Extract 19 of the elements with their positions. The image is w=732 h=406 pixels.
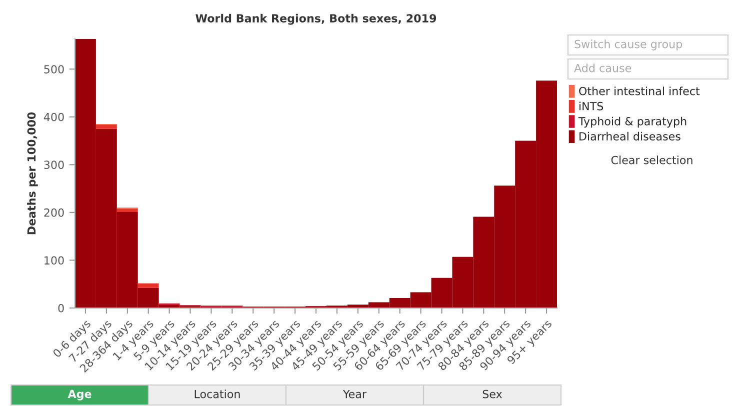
chart-title: World Bank Regions, Both sexes, 2019 xyxy=(196,14,436,25)
legend-label: Diarrheal diseases xyxy=(580,132,680,141)
y-tick-label: 0 xyxy=(58,304,64,312)
legend-label: Other intestinal infect xyxy=(579,86,700,96)
text: Year xyxy=(342,390,367,398)
text: Add cause xyxy=(574,64,632,72)
y-tick-label: 500 xyxy=(44,65,64,74)
text: Clear selection xyxy=(611,156,692,164)
y-tick-label: 400 xyxy=(44,112,64,122)
y-tick-label: 100 xyxy=(44,256,64,265)
text: Sex xyxy=(482,390,502,398)
text: Switch cause group xyxy=(574,40,682,50)
legend-label: iNTS xyxy=(579,102,604,110)
y-tick-label: 200 xyxy=(44,208,64,217)
legend-label: Typhoid & paratyph xyxy=(578,116,686,128)
y-axis-title: Deaths per 100,000 xyxy=(27,112,38,234)
text: Age xyxy=(68,390,92,400)
text: Location xyxy=(194,390,240,398)
y-tick-label: 300 xyxy=(44,160,64,170)
